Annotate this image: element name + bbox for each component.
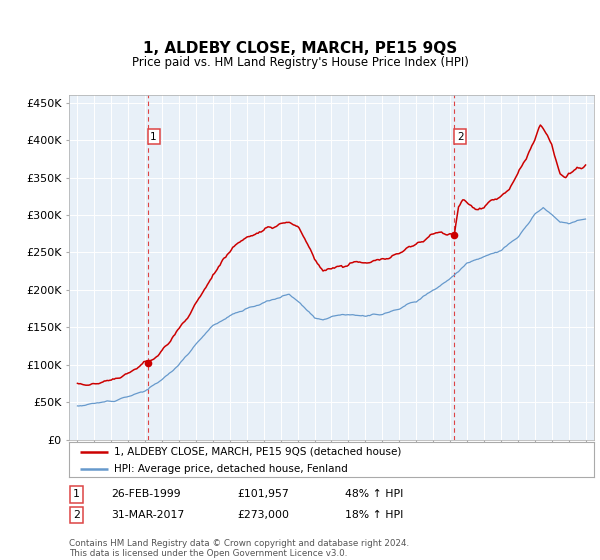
Text: 1, ALDEBY CLOSE, MARCH, PE15 9QS: 1, ALDEBY CLOSE, MARCH, PE15 9QS: [143, 41, 457, 56]
Text: 1, ALDEBY CLOSE, MARCH, PE15 9QS (detached house): 1, ALDEBY CLOSE, MARCH, PE15 9QS (detach…: [113, 447, 401, 457]
Text: Contains HM Land Registry data © Crown copyright and database right 2024.
This d: Contains HM Land Registry data © Crown c…: [69, 539, 409, 558]
Text: 1: 1: [73, 489, 80, 500]
Text: 31-MAR-2017: 31-MAR-2017: [111, 510, 184, 520]
Text: 26-FEB-1999: 26-FEB-1999: [111, 489, 181, 500]
Text: HPI: Average price, detached house, Fenland: HPI: Average price, detached house, Fenl…: [113, 464, 347, 474]
Text: 1: 1: [150, 132, 157, 142]
Text: 2: 2: [457, 132, 463, 142]
Text: 18% ↑ HPI: 18% ↑ HPI: [345, 510, 403, 520]
Text: £101,957: £101,957: [237, 489, 289, 500]
Text: 48% ↑ HPI: 48% ↑ HPI: [345, 489, 403, 500]
Text: £273,000: £273,000: [237, 510, 289, 520]
Text: 2: 2: [73, 510, 80, 520]
Text: Price paid vs. HM Land Registry's House Price Index (HPI): Price paid vs. HM Land Registry's House …: [131, 57, 469, 69]
